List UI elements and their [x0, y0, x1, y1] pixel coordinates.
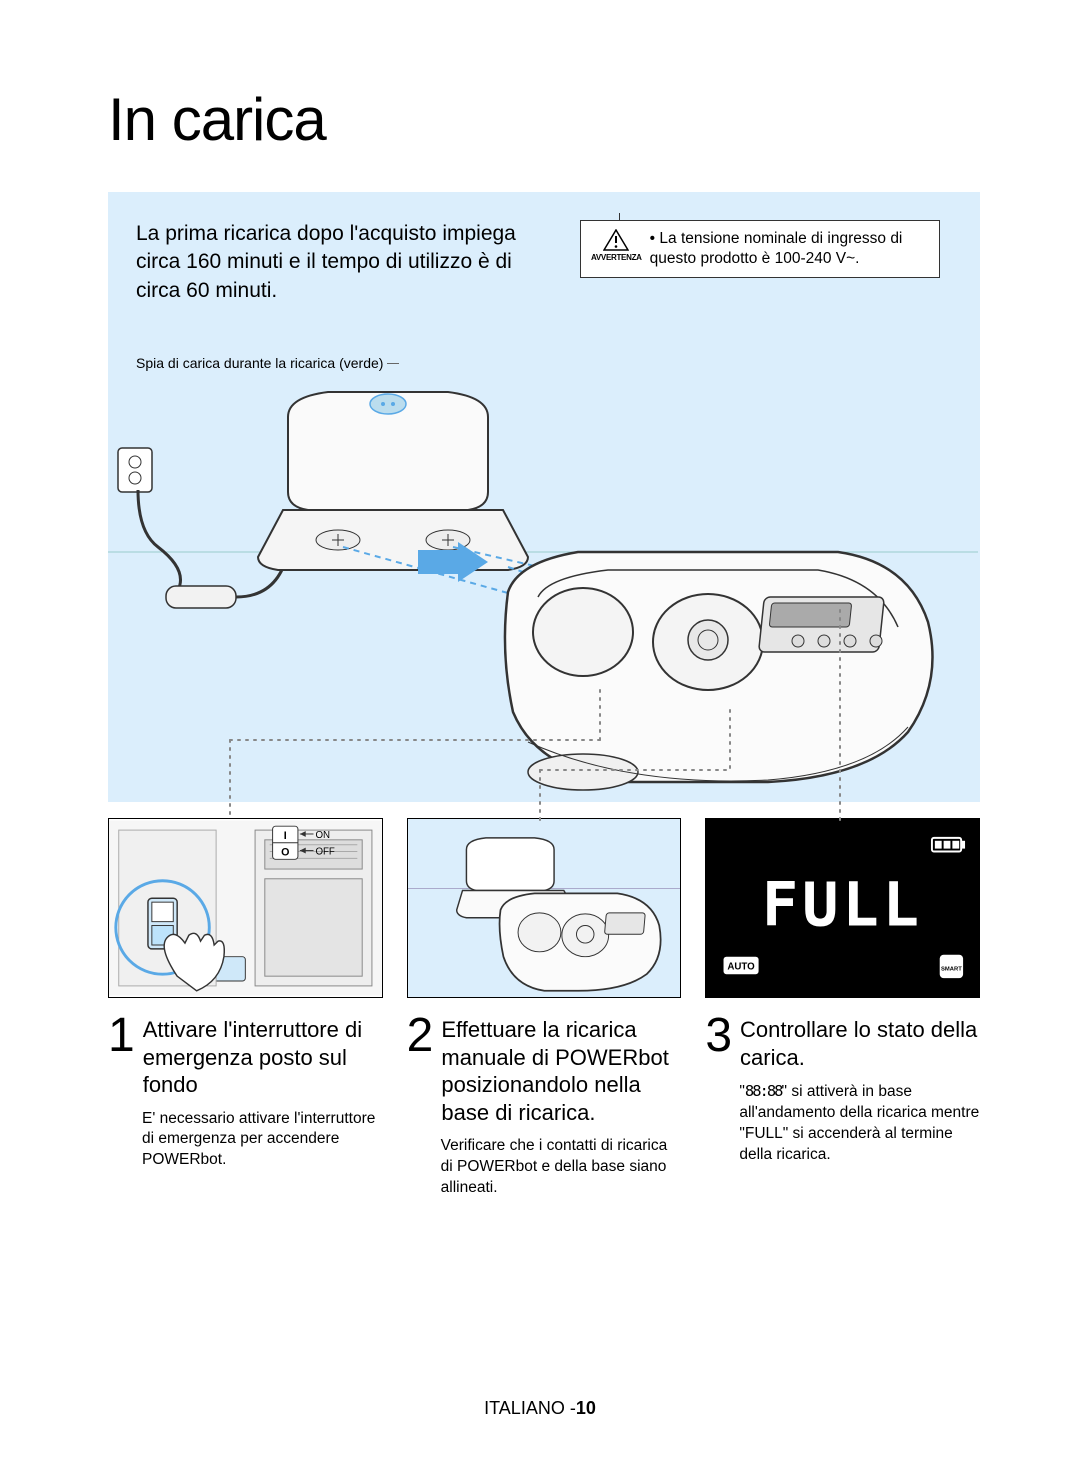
warning-box: AVVERTENZA • La tensione nominale di ing…	[580, 220, 940, 278]
page-footer: ITALIANO -10	[0, 1398, 1080, 1419]
step1-title: Attivare l'interruttore di emergenza pos…	[143, 1016, 383, 1099]
warning-icon	[603, 229, 629, 251]
footer-page-number: 10	[576, 1398, 596, 1418]
switch-o-label: O	[281, 846, 289, 858]
segment-display-icon: 88:88	[745, 1082, 782, 1100]
display-full-text: FULL	[762, 871, 923, 941]
step1-image: I O ON OFF	[108, 818, 383, 998]
switch-on-label: ON	[315, 830, 330, 841]
indicator-label: Spia di carica durante la ricarica (verd…	[136, 355, 383, 371]
step3-number: 3	[705, 1016, 732, 1057]
display-auto-label: AUTO	[728, 961, 756, 972]
steps-row: I O ON OFF 1 Attivare l'interruttore di …	[108, 818, 980, 1199]
step3-body: "88:88" si attiverà in base all'andament…	[739, 1081, 980, 1166]
display-smart-label: SMART	[941, 966, 962, 972]
switch-i-label: I	[284, 830, 287, 842]
warning-text: La tensione nominale di ingresso di ques…	[650, 230, 903, 267]
robot-illustration	[505, 552, 933, 790]
page-title: In carica	[108, 85, 980, 154]
step2-number: 2	[407, 1016, 434, 1057]
step3-image: FULL AUTO SMART	[705, 818, 980, 998]
step2-title: Effettuare la ricarica manuale di POWERb…	[441, 1016, 681, 1126]
switch-off-label: OFF	[315, 846, 334, 857]
robot-display	[759, 597, 885, 652]
warning-label: AVVERTENZA	[591, 253, 642, 263]
warning-bullet: •	[650, 230, 655, 247]
intro-text: La prima ricarica dopo l'acquisto impieg…	[136, 220, 556, 305]
step3-title: Controllare lo stato della carica.	[740, 1016, 980, 1071]
step2-body: Verificare che i contatti di ricarica di…	[441, 1136, 682, 1199]
step2-image	[407, 818, 682, 998]
charging-panel: La prima ricarica dopo l'acquisto impieg…	[108, 192, 980, 802]
footer-lang: ITALIANO -	[484, 1398, 576, 1418]
step1-body: E' necessario attivare l'interruttore di…	[142, 1109, 383, 1172]
step1-number: 1	[108, 1016, 135, 1057]
main-illustration	[108, 372, 978, 792]
